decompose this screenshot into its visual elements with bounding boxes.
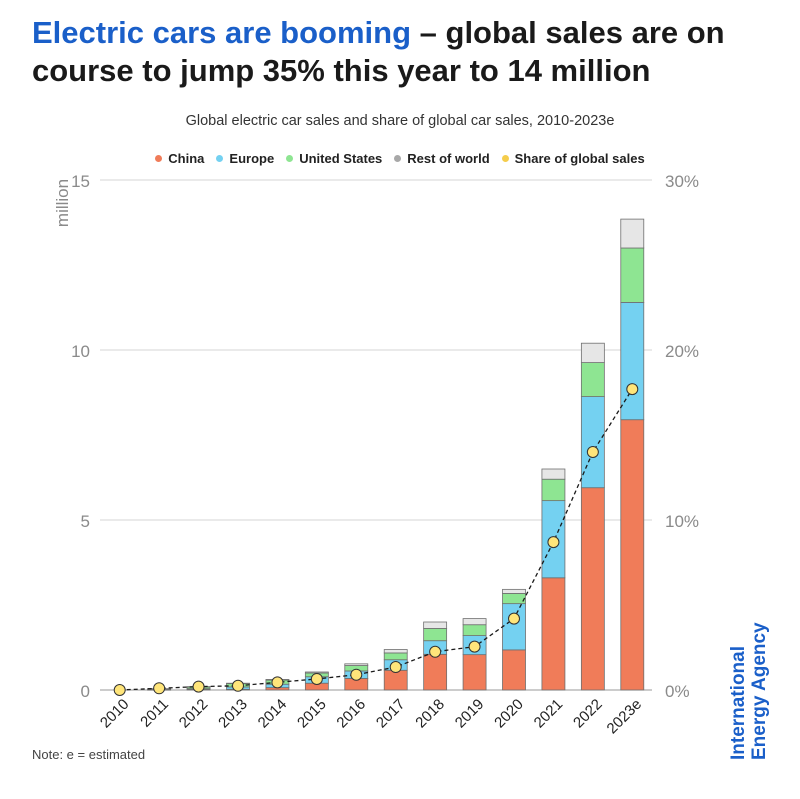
bar-segment xyxy=(541,468,566,480)
legend-item: Rest of world xyxy=(394,151,490,166)
share-point xyxy=(310,672,323,685)
x-tick-label: 2020 xyxy=(491,696,527,732)
legend-item: Share of global sales xyxy=(501,151,645,166)
bar-segment xyxy=(541,577,566,691)
y2-tick-label: 30% xyxy=(665,172,699,191)
legend-item: United States xyxy=(286,151,382,166)
bar-segment xyxy=(383,649,408,654)
bar-segment xyxy=(344,663,369,666)
bar-segment xyxy=(502,588,526,594)
headline: Electric cars are booming – global sales… xyxy=(32,14,772,90)
bar-segment xyxy=(423,621,448,629)
brand-logo-text: International Energy Agency xyxy=(728,622,770,760)
share-point xyxy=(508,612,520,625)
headline-rest: – global sales are on course to jump 35%… xyxy=(32,15,725,88)
legend-label: Rest of world xyxy=(407,151,490,166)
legend-label: Share of global sales xyxy=(514,151,645,166)
legend: China Europe United States Rest of world Sha… xyxy=(0,151,800,166)
bar-segment xyxy=(620,247,645,303)
bar-segment xyxy=(502,603,526,651)
x-tick-label: 2017 xyxy=(373,696,409,732)
x-tick-label: 2018 xyxy=(412,696,448,732)
bar-segment xyxy=(620,218,645,249)
y2-tick-label: 10% xyxy=(665,512,699,531)
share-point xyxy=(547,536,560,549)
legend-label: China xyxy=(168,151,205,166)
bar-segment xyxy=(462,654,487,691)
share-point xyxy=(232,679,244,692)
headline-highlight: Electric cars are booming xyxy=(32,15,412,50)
x-tick-label: 2011 xyxy=(137,696,172,731)
y-axis-label: million xyxy=(53,179,72,227)
bar-segment xyxy=(383,652,408,661)
x-tick-label: 2022 xyxy=(570,696,606,732)
x-tick-label: 2021 xyxy=(531,696,567,732)
legend-item: China xyxy=(155,151,204,166)
legend-swatch xyxy=(394,155,402,163)
bar-segment xyxy=(423,628,448,642)
y2-tick-label: 0% xyxy=(665,682,690,701)
bar-segment xyxy=(580,396,605,489)
share-point xyxy=(350,668,363,681)
x-tick-label: 2019 xyxy=(452,696,488,732)
share-point xyxy=(271,676,284,689)
share-point xyxy=(468,640,481,653)
share-point xyxy=(192,680,205,693)
bar-segment xyxy=(462,618,487,626)
note: Note: e = estimated xyxy=(32,747,146,762)
x-tick-label: 2015 xyxy=(294,696,330,732)
y-tick-label: 15 xyxy=(71,172,90,191)
x-tick-label: 2023e xyxy=(604,696,646,738)
y-tick-label: 0 xyxy=(81,682,90,701)
bar-segment xyxy=(462,624,487,636)
y2-tick-label: 20% xyxy=(665,342,699,361)
bar-segment xyxy=(423,653,448,691)
bar-segment xyxy=(502,649,526,691)
x-tick-label: 2012 xyxy=(176,696,212,732)
y-tick-label: 5 xyxy=(81,512,90,531)
bar-segment xyxy=(304,671,329,674)
x-tick-label: 2016 xyxy=(333,696,369,732)
legend-swatch xyxy=(216,155,224,163)
y-tick-label: 10 xyxy=(71,342,90,361)
bar-segment xyxy=(383,669,408,691)
legend-swatch xyxy=(501,155,509,163)
bar-segment xyxy=(502,593,526,605)
legend-label: Europe xyxy=(229,151,275,166)
share-point xyxy=(626,383,639,396)
x-tick-label: 2013 xyxy=(215,696,251,732)
share-line xyxy=(119,388,633,691)
legend-swatch xyxy=(286,155,294,163)
share-point xyxy=(586,446,599,458)
bar-segment xyxy=(541,478,566,502)
bar-segment xyxy=(580,487,605,691)
bar-segment xyxy=(580,362,605,397)
legend-item: Europe xyxy=(216,151,274,166)
x-tick-label: 2014 xyxy=(255,696,291,732)
legend-swatch xyxy=(155,155,163,163)
x-tick-label: 2010 xyxy=(97,696,133,732)
share-point xyxy=(389,661,402,674)
bar-segment xyxy=(620,419,645,691)
share-point xyxy=(113,684,126,696)
share-point xyxy=(153,682,166,695)
bar-segment xyxy=(580,342,605,363)
chart-title: Global electric car sales and share of g… xyxy=(185,113,615,129)
legend-label: United States xyxy=(299,151,383,166)
share-point xyxy=(429,645,442,658)
